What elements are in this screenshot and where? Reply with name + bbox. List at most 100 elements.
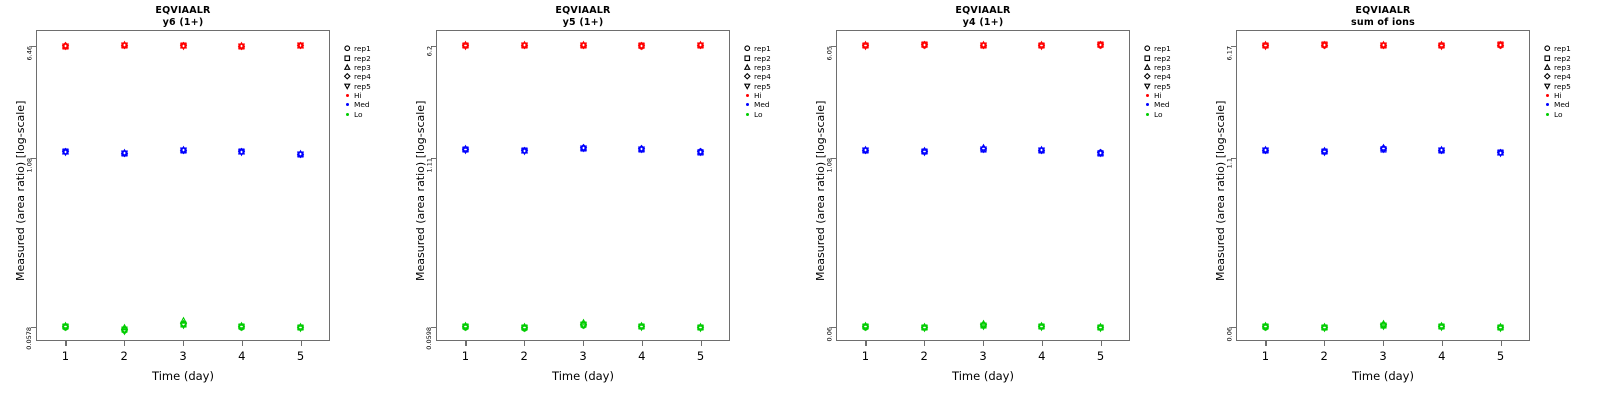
x-tick-mark	[924, 341, 926, 346]
panel-title-ion: y4 (1+)	[962, 16, 1004, 28]
x-axis-label: Time (day)	[152, 369, 214, 383]
panel-title-ion: y5 (1+)	[562, 16, 604, 28]
x-tick-mark	[1500, 341, 1502, 346]
legend-item-label: Med	[1554, 100, 1570, 110]
panel-title-peptide: EQVIAALR	[955, 5, 1011, 16]
panel-1: EQVIAALR y6 (1+) Measured (area ratio) [lo…	[0, 0, 400, 400]
y-tick-label-text: 0.0598	[425, 327, 433, 350]
panel-title-peptide: EQVIAALR	[555, 5, 611, 16]
legend-item-label: rep4	[1554, 72, 1571, 82]
x-tick-label: 1	[461, 349, 470, 363]
x-tick-label: 5	[696, 349, 705, 363]
legend-circle-icon	[743, 44, 752, 53]
y-tick-label-text: 1.1	[1225, 157, 1233, 168]
x-tick-label: 5	[296, 349, 305, 363]
legend-dot-icon	[743, 109, 752, 118]
panel-title: EQVIAALR y4 (1+)	[836, 5, 1130, 28]
legend-item-label: Lo	[1554, 109, 1563, 119]
x-tick-mark	[983, 341, 985, 346]
y-tick-label-text: 1.08	[825, 157, 833, 172]
panel-title-ion: sum of ions	[1351, 16, 1415, 28]
y-tick-mark	[831, 45, 836, 47]
x-tick-label: 2	[920, 349, 928, 363]
legend-dot-icon	[1543, 100, 1552, 109]
x-tick-mark	[583, 341, 585, 346]
x-tick-label: 1	[861, 349, 870, 363]
x-tick-mark	[65, 341, 67, 346]
y-tick-label-text: 1.11	[425, 157, 433, 172]
x-tick-label: 4	[638, 349, 646, 363]
y-axis-label: Measured (area ratio) [log-scale]	[414, 100, 427, 281]
y-axis-label: Measured (area ratio) [log-scale]	[814, 100, 827, 281]
legend-item-label: rep2	[1154, 53, 1171, 63]
legend-diamond-icon	[743, 72, 752, 81]
legend-item-label: Lo	[754, 109, 763, 119]
legend-square-icon	[343, 53, 352, 62]
x-tick-mark	[183, 341, 185, 346]
x-tick-mark	[124, 341, 126, 346]
legend-triangle-down-icon	[1143, 81, 1152, 90]
y-tick-mark	[431, 327, 436, 329]
legend-diamond-icon	[1143, 72, 1152, 81]
x-tick-mark	[700, 341, 702, 346]
x-tick-mark	[641, 341, 643, 346]
x-tick-mark	[1265, 341, 1267, 346]
plot-area	[436, 30, 730, 341]
legend-circle-icon	[1143, 44, 1152, 53]
legend-dot-icon	[343, 109, 352, 118]
y-tick-label-text: 0.0578	[25, 327, 33, 350]
y-tick-mark	[831, 157, 836, 159]
legend-item-label: rep1	[754, 44, 771, 54]
x-tick-mark	[241, 341, 243, 346]
legend-item-label: Hi	[354, 90, 362, 100]
legend-dot-icon	[1143, 91, 1152, 100]
legend-item-label: rep1	[1154, 44, 1171, 54]
x-tick-label: 4	[1438, 349, 1446, 363]
legend-triangle-up-icon	[1143, 63, 1152, 72]
plot-area	[1236, 30, 1530, 341]
x-tick-mark	[524, 341, 526, 346]
legend-square-icon	[1543, 53, 1552, 62]
legend-dot-icon	[743, 100, 752, 109]
x-tick-label: 5	[1496, 349, 1505, 363]
legend-item-label: rep1	[1554, 44, 1571, 54]
legend-item-label: rep1	[354, 44, 371, 54]
legend-item-label: rep5	[354, 81, 371, 91]
x-tick-label: 4	[238, 349, 246, 363]
panel-4: EQVIAALR sum of ions Measured (area ratio)…	[1200, 0, 1600, 400]
legend-item-label: rep2	[354, 53, 371, 63]
x-tick-label: 2	[1320, 349, 1328, 363]
x-tick-label: 3	[979, 349, 987, 363]
y-tick-mark	[31, 45, 36, 47]
y-tick-mark	[1231, 157, 1236, 159]
x-tick-label: 1	[61, 349, 70, 363]
x-tick-label: 3	[179, 349, 187, 363]
legend-item-label: Hi	[1154, 90, 1162, 100]
legend-triangle-up-icon	[343, 63, 352, 72]
legend-item-label: Hi	[1554, 90, 1562, 100]
x-tick-mark	[1441, 341, 1443, 346]
legend-item-label: rep4	[754, 72, 771, 82]
x-axis-label: Time (day)	[952, 369, 1014, 383]
legend-diamond-icon	[343, 72, 352, 81]
y-tick-label-text: 6.46	[25, 45, 33, 60]
y-tick-label-text: 0.06	[825, 327, 833, 342]
x-tick-mark	[865, 341, 867, 346]
legend-triangle-down-icon	[743, 81, 752, 90]
legend-dot-icon	[1143, 109, 1152, 118]
legend-dot-icon	[1543, 109, 1552, 118]
x-tick-mark	[1324, 341, 1326, 346]
legend-item-label: Med	[1154, 100, 1170, 110]
x-tick-mark	[1041, 341, 1043, 346]
panel-title: EQVIAALR y6 (1+)	[36, 5, 330, 28]
panel-title-peptide: EQVIAALR	[155, 5, 211, 16]
panel-title: EQVIAALR y5 (1+)	[436, 5, 730, 28]
panel-3: EQVIAALR y4 (1+) Measured (area ratio) [lo…	[800, 0, 1200, 400]
legend-item-label: rep3	[754, 62, 771, 72]
legend-item-label: Lo	[354, 109, 363, 119]
plot-area	[836, 30, 1130, 341]
legend-item-label: Hi	[754, 90, 762, 100]
x-tick-mark	[300, 341, 302, 346]
legend-triangle-up-icon	[743, 63, 752, 72]
y-tick-mark	[431, 45, 436, 47]
